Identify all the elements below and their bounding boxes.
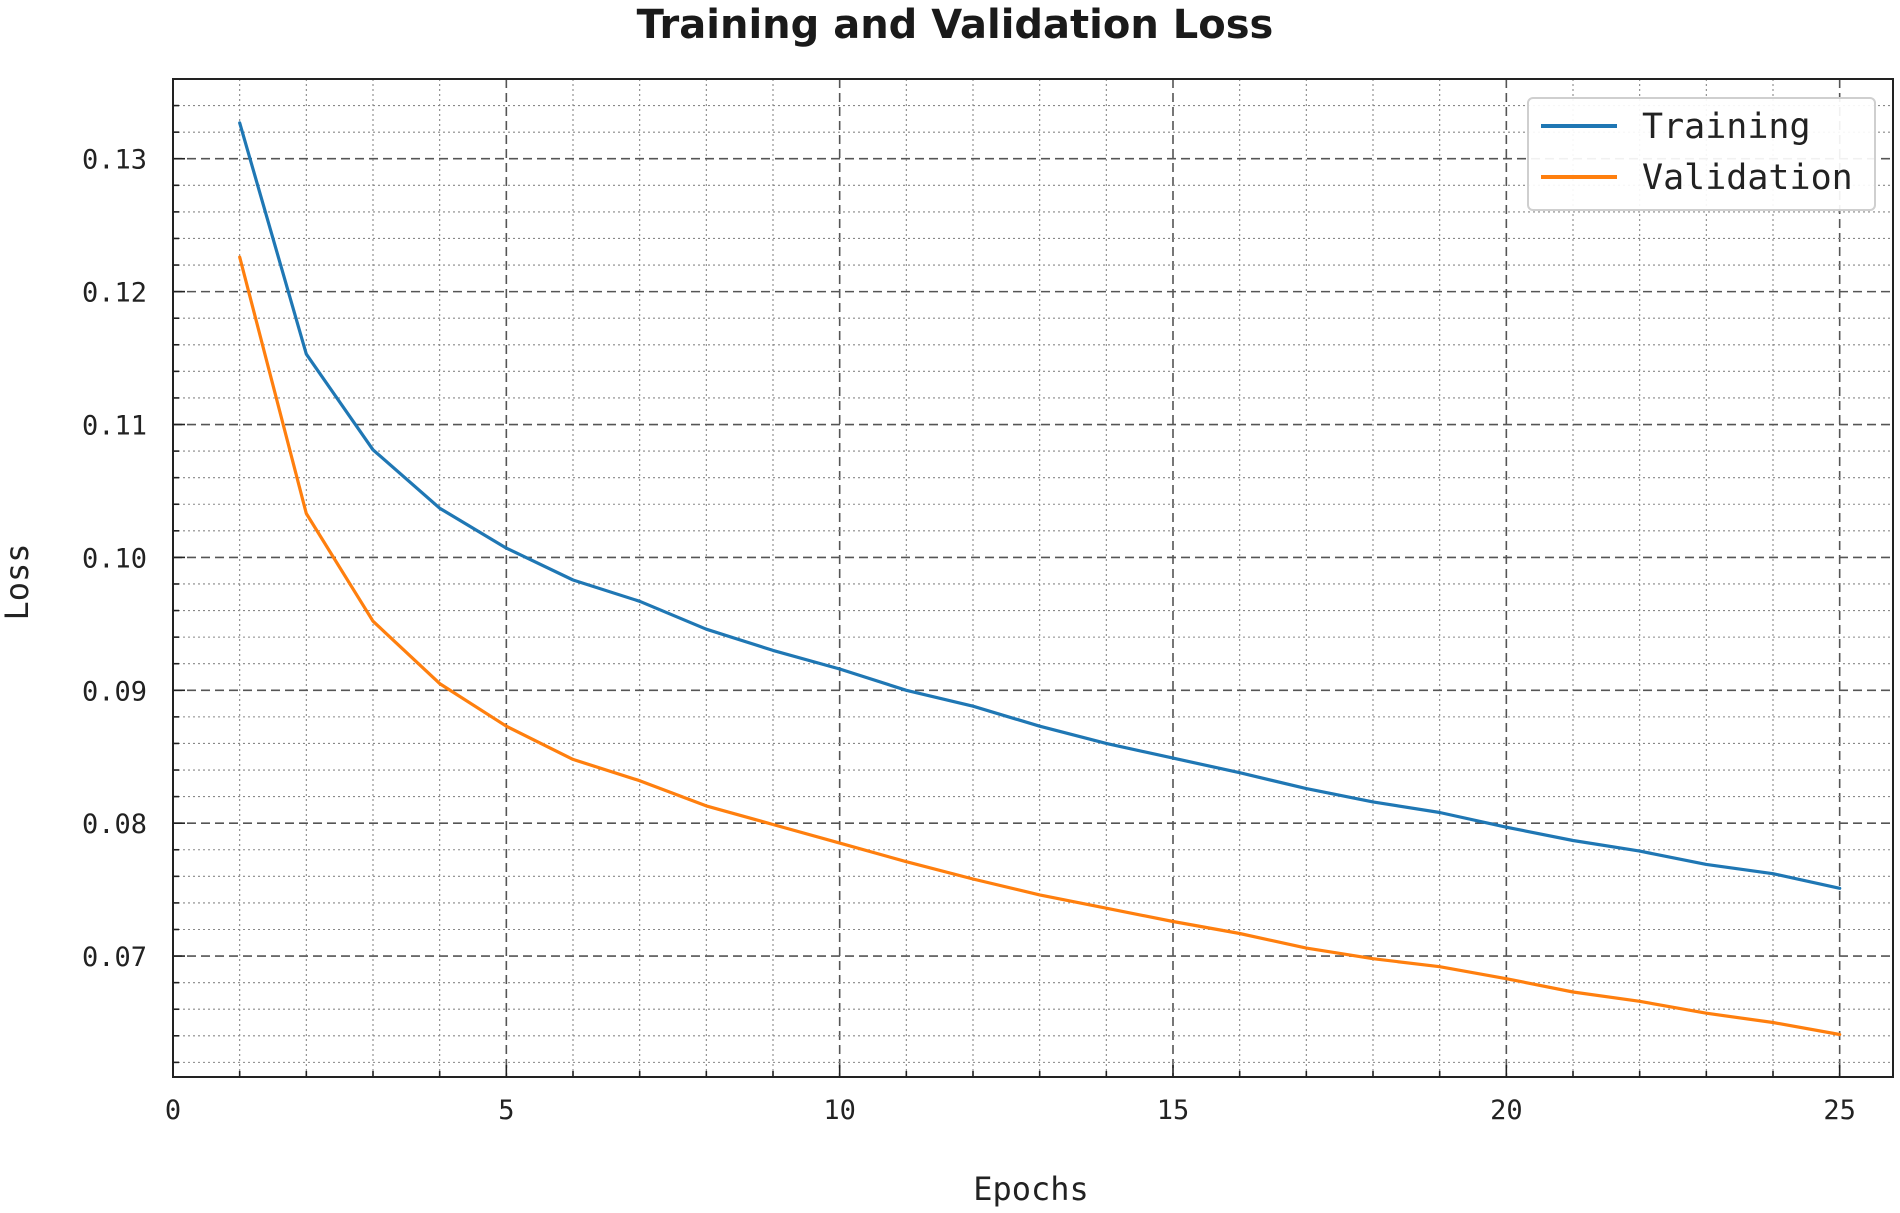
plot-frame — [172, 78, 1894, 1078]
y-axis-label: Loss — [0, 543, 36, 620]
series-line-training — [238, 121, 1842, 890]
series-layer — [238, 121, 1842, 1037]
ticks: 0 5 10 15 20 25 0.07 0.08 0.09 0.10 0.11 0.12 0.13 — [82, 104, 1856, 1126]
y-tick-label: 0.10 — [82, 543, 147, 574]
x-tick-label: 10 — [823, 1095, 856, 1126]
grid — [173, 79, 1893, 1077]
series-line-validation — [238, 255, 1842, 1037]
legend: Training Validation — [1527, 97, 1876, 211]
x-tick-label: 0 — [165, 1095, 181, 1126]
y-tick-label: 0.08 — [82, 809, 147, 840]
legend-label-training: Training — [1642, 107, 1811, 147]
legend-label-validation: Validation — [1642, 158, 1853, 198]
chart-title: Training and Validation Loss — [637, 2, 1274, 48]
y-tick-label: 0.09 — [82, 676, 147, 707]
y-tick-label: 0.13 — [82, 145, 147, 176]
y-tick-label: 0.07 — [82, 942, 147, 973]
x-axis-label: Epochs — [973, 1170, 1089, 1208]
x-tick-label: 25 — [1823, 1095, 1856, 1126]
y-tick-label: 0.11 — [82, 411, 147, 442]
x-tick-label: 5 — [498, 1095, 514, 1126]
x-tick-label: 15 — [1157, 1095, 1190, 1126]
y-tick-label: 0.12 — [82, 278, 147, 309]
x-tick-label: 20 — [1490, 1095, 1523, 1126]
